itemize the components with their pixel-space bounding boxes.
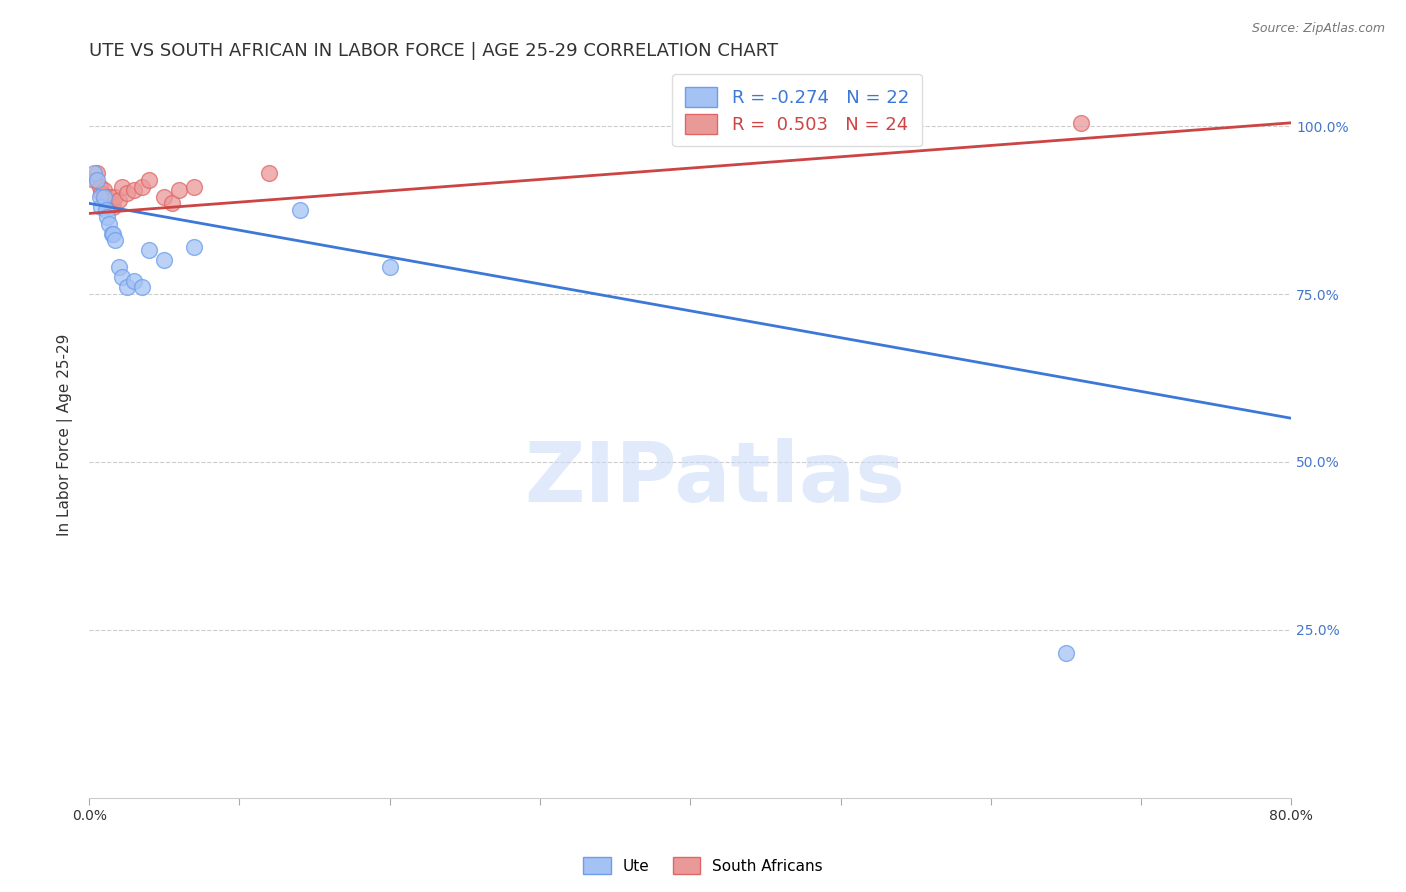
Point: [108, 193, 131, 207]
Point: [111, 179, 134, 194]
Point: [100, 227, 122, 241]
Point: [93, 189, 115, 203]
Text: ZIPatlas: ZIPatlas: [524, 438, 905, 519]
Point: [89, 189, 111, 203]
Point: [138, 244, 160, 258]
Point: [103, 200, 125, 214]
Point: [86, 166, 108, 180]
Point: [1070, 116, 1092, 130]
Point: [90, 200, 112, 214]
Point: [288, 203, 311, 218]
Point: [169, 183, 191, 197]
Point: [86, 173, 108, 187]
Point: [153, 189, 176, 203]
Text: UTE VS SOUTH AFRICAN IN LABOR FORCE | AGE 25-29 CORRELATION CHART: UTE VS SOUTH AFRICAN IN LABOR FORCE | AG…: [89, 42, 779, 60]
Point: [259, 166, 281, 180]
Legend: R = -0.274   N = 22, R =  0.503   N = 24: R = -0.274 N = 22, R = 0.503 N = 24: [672, 74, 922, 146]
Point: [97, 200, 120, 214]
Point: [115, 186, 138, 201]
Point: [122, 183, 145, 197]
Point: [111, 270, 134, 285]
Point: [378, 260, 401, 275]
Text: Source: ZipAtlas.com: Source: ZipAtlas.com: [1251, 22, 1385, 36]
Point: [94, 203, 117, 218]
Point: [108, 260, 131, 275]
Point: [1054, 646, 1077, 660]
Point: [100, 196, 122, 211]
Point: [104, 233, 127, 247]
Point: [138, 173, 160, 187]
Point: [183, 240, 205, 254]
Point: [183, 179, 205, 194]
Point: [83, 173, 105, 187]
Point: [96, 193, 118, 207]
Point: [115, 280, 138, 294]
Y-axis label: In Labor Force | Age 25-29: In Labor Force | Age 25-29: [58, 334, 73, 536]
Point: [104, 189, 127, 203]
Point: [93, 183, 115, 197]
Point: [160, 196, 183, 211]
Point: [131, 179, 153, 194]
Point: [90, 186, 112, 201]
Point: [97, 217, 120, 231]
Point: [131, 280, 153, 294]
Point: [103, 227, 125, 241]
Point: [98, 189, 121, 203]
Point: [96, 210, 118, 224]
Point: [122, 274, 145, 288]
Point: [89, 179, 111, 194]
Legend: Ute, South Africans: Ute, South Africans: [576, 851, 830, 880]
Point: [83, 166, 105, 180]
Point: [94, 189, 117, 203]
Point: [153, 253, 176, 268]
